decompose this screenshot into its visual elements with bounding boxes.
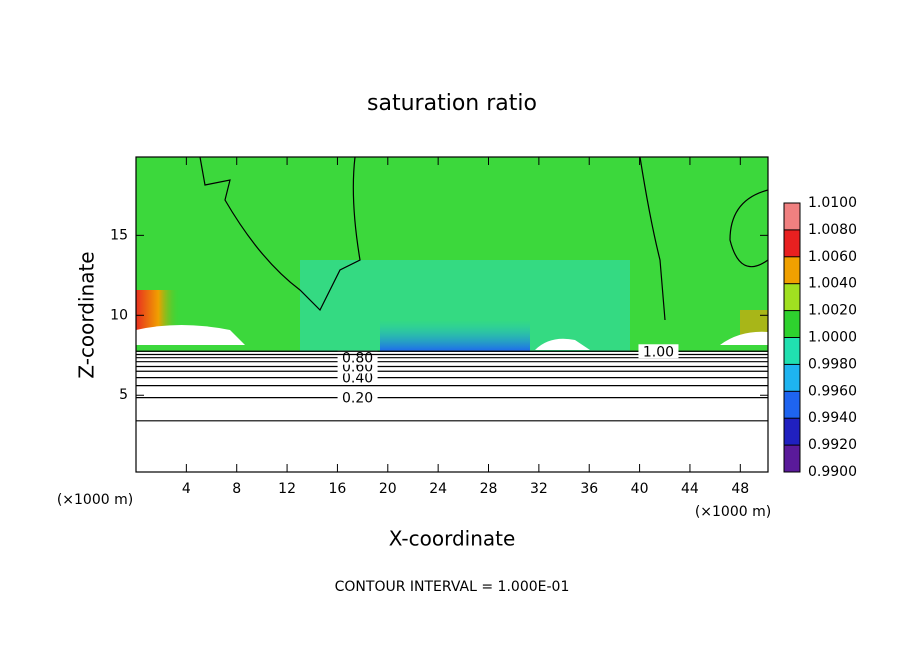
footer: CONTOUR INTERVAL = 1.000E-01 [335, 579, 570, 595]
field [136, 156, 769, 472]
x-tick-label: 16 [329, 481, 347, 497]
x-tick-label: 32 [530, 481, 548, 497]
y-tick-label: 5 [119, 387, 128, 403]
colorbar-label: 1.0000 [808, 330, 857, 346]
contour-label: 1.00 [643, 344, 674, 360]
y-axis-label: Z-coordinate [75, 251, 99, 378]
colorbar-label: 1.0060 [808, 249, 857, 265]
colorbar-swatch [784, 418, 800, 446]
contour-label: 0.80 [342, 351, 373, 367]
colorbar-label: 0.9920 [808, 437, 857, 453]
x-axis-label: X-coordinate [389, 527, 516, 551]
colorbar-label: 1.0020 [808, 303, 857, 319]
chart-title: saturation ratio [367, 91, 537, 116]
colorbar-label: 0.9940 [808, 410, 857, 426]
y-tick-label: 15 [110, 227, 128, 243]
colorbar-swatch [784, 229, 800, 257]
colorbar-swatch [784, 445, 800, 472]
x-tick-label: 8 [232, 481, 241, 497]
colorbar-label: 0.9960 [808, 383, 857, 399]
x-unit: (×1000 m) [695, 504, 771, 520]
x-tick-label: 40 [631, 481, 649, 497]
x-tick-label: 36 [580, 481, 598, 497]
contour-label: 0.40 [342, 371, 373, 387]
contour-label-bg [337, 390, 378, 405]
colorbar-swatch [784, 364, 800, 392]
x-tick-label: 12 [278, 481, 296, 497]
colorbar-label: 1.0080 [808, 222, 857, 238]
x-tick-label: 28 [480, 481, 498, 497]
colorbar-swatch [784, 391, 800, 419]
colorbar-swatch [784, 256, 800, 284]
colorbar-swatch [784, 337, 800, 365]
colorbar-swatch [784, 283, 800, 311]
x-tick-label: 4 [182, 481, 191, 497]
contour-label-bg [337, 370, 378, 385]
x-tick-label: 20 [379, 481, 397, 497]
colorbar-label: 1.0100 [808, 195, 857, 211]
colorbar-label: 0.9980 [808, 356, 857, 372]
plot-frame [135, 156, 769, 473]
contour-label-bg [638, 344, 679, 359]
contour-label: 0.20 [342, 391, 373, 407]
x-unit: (×1000 m) [57, 492, 133, 508]
x-tick-label: 44 [681, 481, 699, 497]
y-tick-label: 10 [110, 307, 128, 323]
colorbar-swatch [784, 310, 800, 338]
colorbar-label: 0.9900 [808, 464, 857, 480]
x-tick-label: 24 [429, 481, 447, 497]
x-tick-label: 48 [731, 481, 749, 497]
colorbar-label: 1.0040 [808, 276, 857, 292]
colorbar-swatch [784, 203, 800, 230]
